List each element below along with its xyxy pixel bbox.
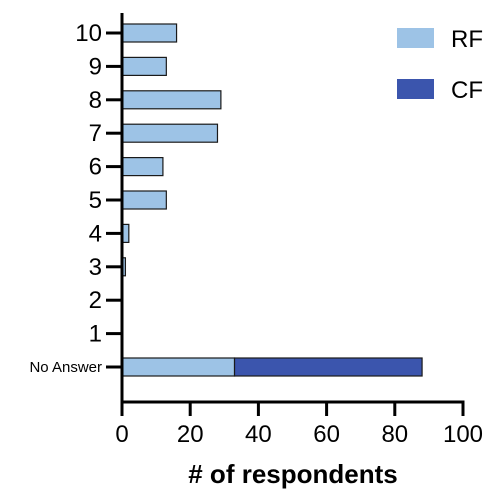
y-tick-label: 7 (89, 120, 102, 147)
bar-cf-no-answer (233, 357, 423, 377)
legend-label-cf: CF (451, 77, 483, 104)
legend: RF CF (397, 26, 483, 104)
bar-rf-no-answer (121, 357, 236, 377)
x-axis-label: # of respondents (188, 459, 397, 489)
x-tick-label: 40 (245, 421, 272, 448)
y-tick-label: No Answer (29, 359, 102, 376)
x-tick-label: 100 (443, 421, 483, 448)
y-tick-label: 8 (89, 87, 102, 114)
x-tick-label: 0 (115, 421, 128, 448)
y-tick-label: 2 (89, 287, 102, 314)
bars-layer (121, 23, 423, 377)
y-tick-label: 1 (89, 321, 102, 348)
x-tick-label: 20 (177, 421, 204, 448)
axes-layer (120, 13, 465, 404)
legend-swatch-rf (397, 28, 434, 48)
y-tick-label: 4 (89, 220, 102, 247)
legend-swatch-cf (397, 79, 434, 99)
ticks-layer: 10 9 8 7 6 5 4 3 2 1 No Answer 0 20 40 60 80 100 (29, 20, 483, 448)
y-tick-label: 3 (89, 254, 102, 281)
bar-rf-9 (121, 56, 167, 77)
y-tick-label: 5 (89, 187, 102, 214)
legend-label-rf: RF (451, 26, 483, 53)
x-tick-label: 60 (313, 421, 340, 448)
bar-rf-6 (121, 157, 164, 177)
y-tick-label: 10 (75, 20, 102, 47)
bar-rf-5 (121, 190, 167, 210)
bar-rf-7 (121, 123, 219, 143)
bar-rf-10 (121, 23, 178, 43)
y-tick-label: 6 (89, 154, 102, 181)
y-tick-label: 9 (89, 53, 102, 80)
x-tick-label: 80 (381, 421, 408, 448)
bar-rf-8 (121, 90, 222, 110)
